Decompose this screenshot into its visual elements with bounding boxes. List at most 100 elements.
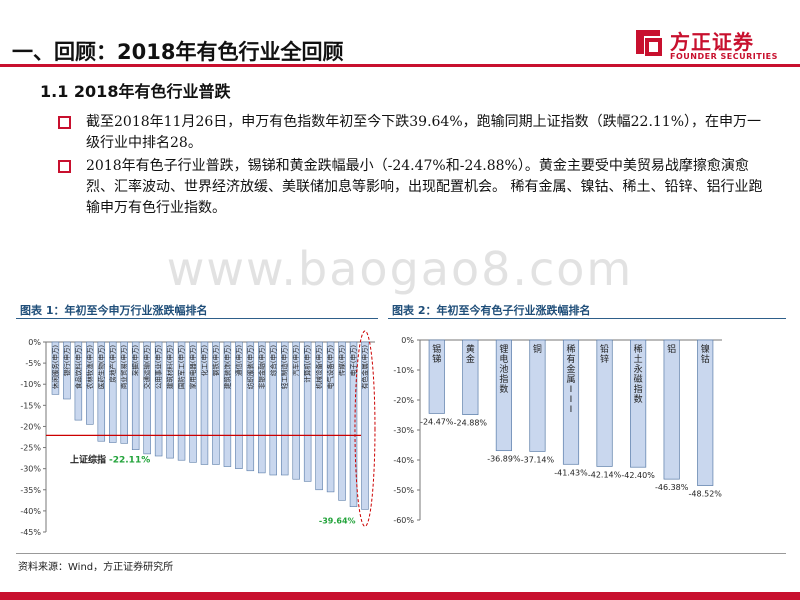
chart2-y-tick-label: -50% [393,486,414,495]
chart2-category-label: 黄金 [466,343,475,365]
chart1-category-label: 电气设备(申万) [326,345,335,389]
chart1-bar [349,341,358,507]
chart1-category-label: 钢铁(申万) [211,345,220,376]
chart1-y-tick-label: -5% [25,359,41,368]
chart2-title: 图表 2：年初至今有色子行业涨跌幅排名 [392,304,591,317]
chart1-category-label: 银行(申万) [62,345,71,376]
chart2-value-label: -41.43% [554,468,588,477]
chart1-category-label: 交通运输(申万) [142,345,151,389]
chart1-category-label: 采掘(申万) [131,345,140,376]
chart2-category-label: 锡锑 [432,344,441,365]
chart1-category-label: 家用电器(申万) [188,345,197,389]
chart1-y-tick-label: -25% [20,444,41,453]
chart1-highlight-label: -39.64% [319,516,356,525]
chart2-bar [462,339,479,415]
chart2-bar [529,339,546,452]
chart1-bar [120,341,128,444]
chart1-bar [292,341,300,480]
chart1-category-label: 机械设备(申万) [314,345,323,389]
chart1-category-label: 有色金属(申万) [360,345,369,389]
chart2-category-label: 铝 [667,343,676,355]
chart2-value-label: -42.14% [588,470,622,479]
chart1-category-label: 化工(申万) [199,345,208,376]
chart2-bar [562,339,580,465]
chart1-y-tick-label: -35% [20,486,41,495]
chart1-category-label: 综合(申万) [268,345,277,376]
chart1-bar [212,341,220,465]
chart1-bar [223,341,232,467]
chart1-bar [338,341,346,501]
chart2-category-label: 镍钴 [701,343,710,365]
chart2-bar [630,339,647,468]
chart2-bar [428,339,445,414]
chart1-category-label: 医药生物(申万) [96,345,105,389]
bullet-1-text: 截至2018年11月26日，申万有色指数年初至今下跌39.64%，跑输同期上证指… [86,114,762,151]
chart2-bar [697,339,714,486]
chart1-bar [258,341,266,474]
founder-logo-icon [636,30,662,56]
page-title: 一、回顾：2018年有色行业全回顾 [12,40,344,64]
chart1-bar [361,341,369,510]
chart2-value-label: -46.38% [655,483,689,492]
chart1-category-label: 通信(申万) [234,345,243,376]
chart1-bar [235,341,243,469]
chart1-bar [63,341,71,400]
title-divider [0,64,800,67]
chart1-bar [177,341,186,461]
chart1-bar [74,341,83,421]
chart1-bar [154,341,163,457]
chart1-y-tick-label: -15% [20,401,41,410]
source-note: 资料来源：Wind，方正证券研究所 [18,562,174,573]
chart1-y-tick-label: -30% [20,465,41,474]
chart1-reference-name: 上证综指 [70,453,106,465]
chart2-svg: 0% -10% -20% -30% -40% -50% -60% 锡锑 -24.47% 黄金 -24… [393,336,723,525]
chart1-bar [109,341,117,443]
chart1-bar [269,341,278,476]
chart1-category-label: 轻工制造(申万) [280,345,289,389]
chart2-category-label: 锂电池指数 [499,343,508,395]
chart2-title-rule [388,318,786,319]
source-divider [16,553,786,554]
chart2-category-label: 铅锌 [600,343,609,365]
watermark: www.baogao8.com [166,242,634,296]
bullet-square-icon [58,116,71,129]
chart1-bar [326,341,335,493]
chart1-category-label: 建筑装饰(申万) [222,345,231,389]
chart2-value-label: -24.88% [454,419,488,428]
chart1-bar [86,341,94,425]
chart1-title: 图表 1：年初至今申万行业涨跌幅排名 [20,304,208,317]
chart1-bar [143,341,151,455]
chart2-bar [495,339,512,452]
bullet-2: 2018年有色子行业普跌，锡锑和黄金跌幅最小（-24.47%和-24.88%）。… [58,156,768,219]
logo-cn-text: 方正证券 [670,30,754,54]
chart1-bar [280,341,289,476]
founder-logo: 方正证券 FOUNDER SECURITIES [632,22,792,66]
chart2-category-label: 铜 [533,343,542,355]
chart2-value-label: -48.52% [689,490,723,499]
section-subtitle: 1.1 2018年有色行业普跌 [40,82,231,101]
chart2-value-label: -37.14% [521,455,555,464]
chart2-category-label: 稀土永磁指数 [634,343,643,405]
chart1-y-tick-label: -45% [20,528,41,537]
chart1-category-label: 非银金融(申万) [257,345,266,389]
chart2-value-label: -36.89% [487,455,521,464]
chart1-bar [166,341,174,459]
logo-en-text: FOUNDER SECURITIES [670,52,778,61]
chart1-category-label: 商业贸易(申万) [119,345,128,389]
chart1-bar [97,341,106,442]
chart2-category-label: 稀有金属 I I I [566,343,575,415]
chart1-bar [246,341,255,472]
footer-bar [0,592,800,600]
chart1-bar [189,341,197,463]
chart2-y-tick-label: -20% [393,396,414,405]
chart1-category-label: 休闲服务(申万) [50,345,59,389]
chart1-bar [200,341,209,465]
chart2-y-tick-label: -10% [393,366,414,375]
chart1-highlight-ellipse [354,330,376,527]
chart1-category-label: 国防军工(申万) [177,345,186,389]
bullet-1: 截至2018年11月26日，申万有色指数年初至今下跌39.64%，跑输同期上证指… [58,112,768,154]
chart1-category-label: 建筑材料(申万) [165,345,174,389]
chart1-y-tick-label: -20% [20,422,41,431]
chart2-value-label: -42.40% [621,471,655,480]
chart1-bar [131,341,140,450]
